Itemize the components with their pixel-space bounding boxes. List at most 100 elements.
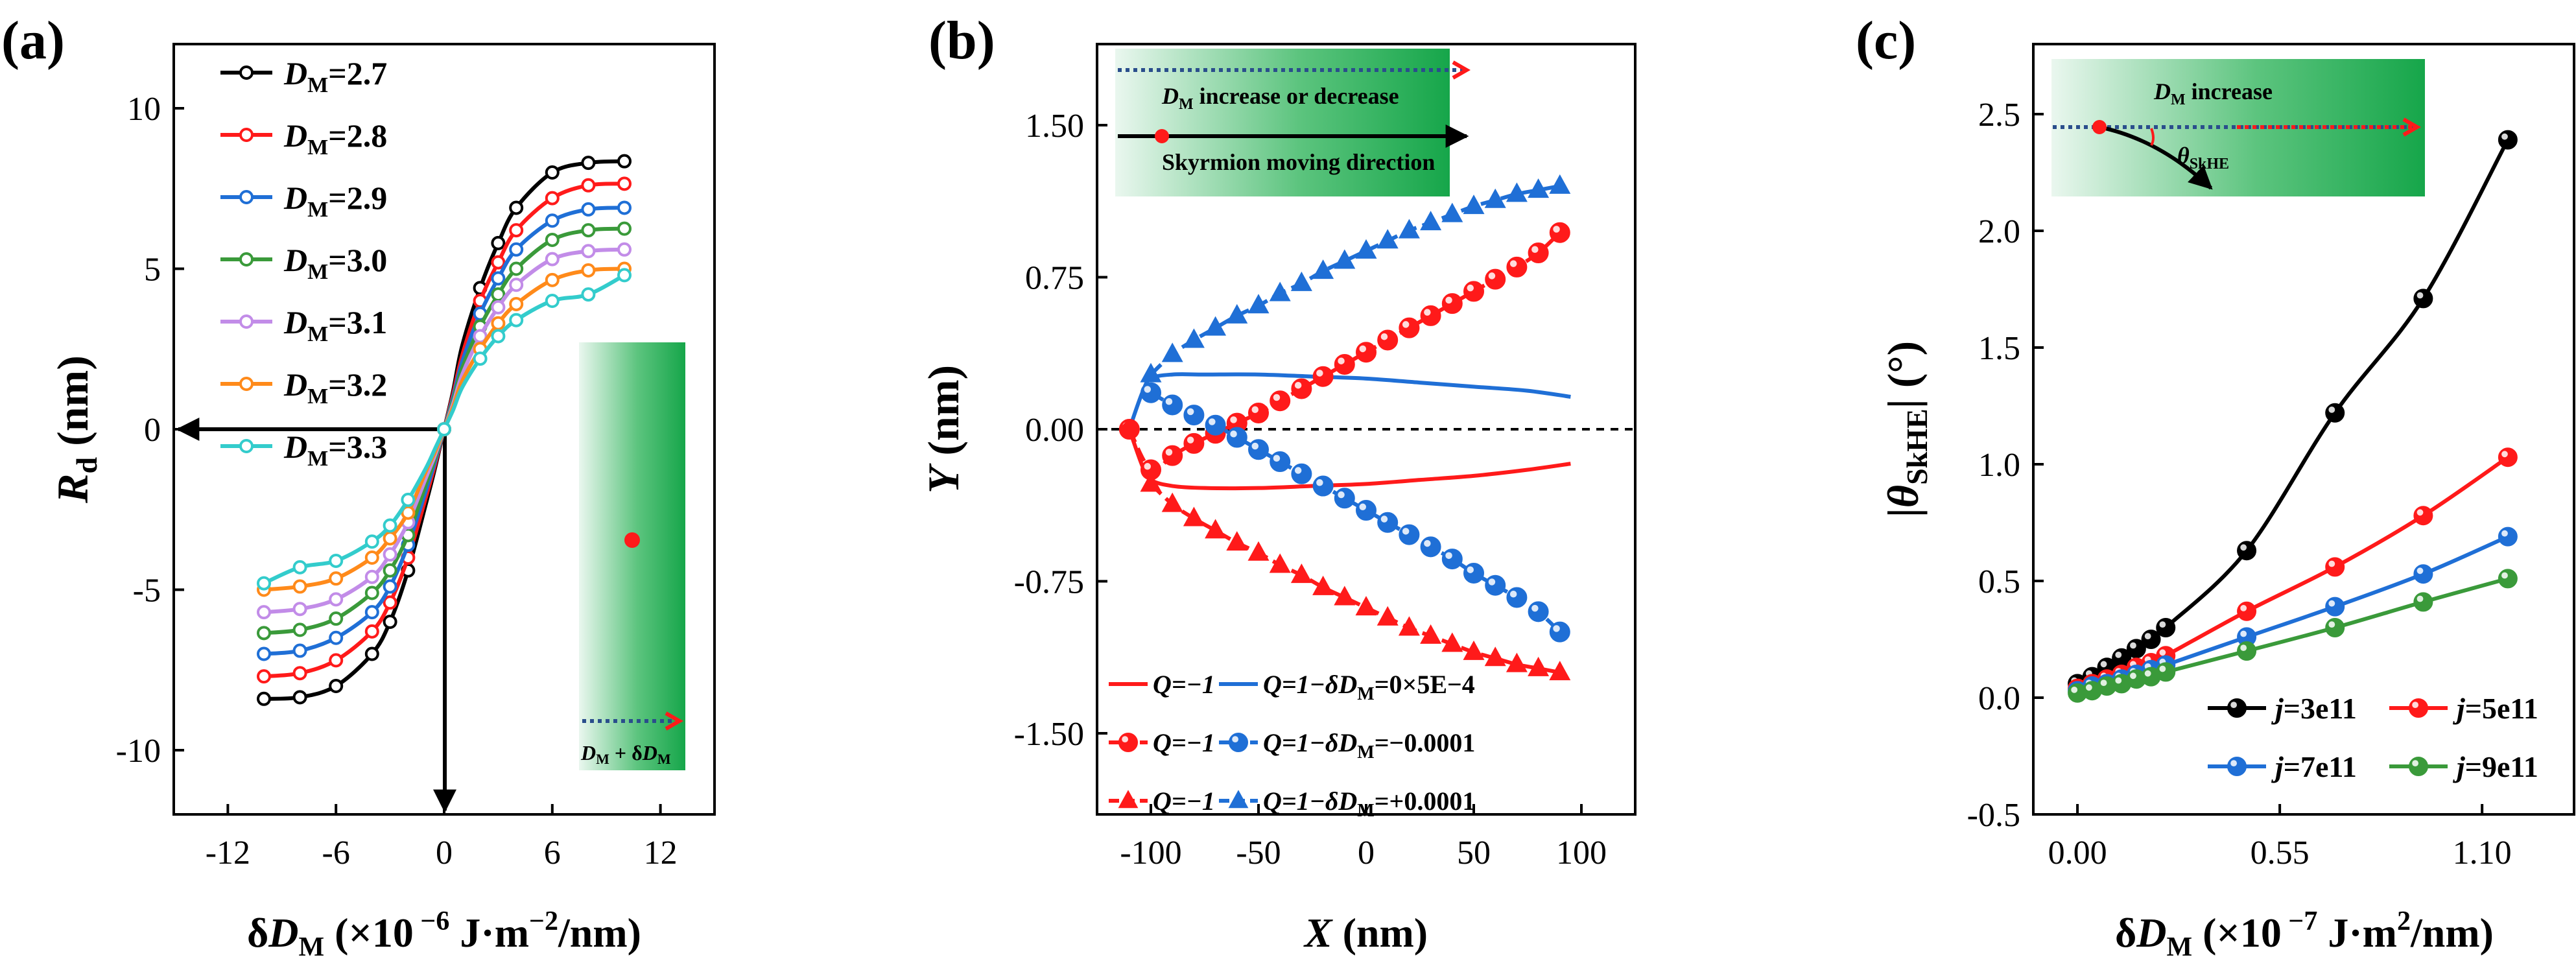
data-point bbox=[1420, 305, 1441, 326]
data-point bbox=[2141, 630, 2161, 649]
marker-body bbox=[1162, 394, 1183, 416]
legend-label: DM=3.0 bbox=[283, 242, 387, 284]
marker-highlight bbox=[1553, 226, 1560, 233]
marker-highlight bbox=[1165, 397, 1173, 405]
marker-highlight bbox=[2130, 642, 2136, 649]
data-point bbox=[292, 622, 307, 637]
marker-highlight bbox=[2328, 560, 2335, 567]
marker-highlight bbox=[2144, 633, 2151, 639]
x-tick-label: 6 bbox=[544, 834, 561, 871]
x-tick-label: -12 bbox=[206, 834, 250, 871]
data-point bbox=[1549, 661, 1571, 681]
data-point bbox=[1420, 536, 1441, 558]
data-point bbox=[1420, 624, 1442, 644]
y-axis-title-c: |θSkHE| (°) bbox=[1878, 341, 1933, 517]
x-tick-label: 100 bbox=[1556, 834, 1607, 871]
legend-label: j=3e11 bbox=[2271, 692, 2357, 725]
marker-highlight bbox=[2100, 680, 2107, 686]
data-point bbox=[545, 272, 560, 287]
data-point bbox=[581, 244, 596, 259]
legend-swatch-marker bbox=[239, 377, 254, 391]
marker-body bbox=[1356, 342, 1377, 363]
data-point bbox=[2237, 601, 2257, 621]
y-tick-label: 0.00 bbox=[1025, 412, 1084, 449]
data-point bbox=[1226, 531, 1248, 551]
marker-highlight bbox=[2501, 133, 2508, 140]
data-point bbox=[1528, 178, 1550, 198]
data-point bbox=[1485, 268, 1506, 290]
data-point bbox=[1399, 317, 1420, 338]
marker-highlight bbox=[1165, 449, 1173, 456]
marker-body bbox=[1549, 222, 1570, 243]
x-tick-label: -100 bbox=[1120, 834, 1181, 871]
data-point bbox=[329, 571, 344, 586]
x-tick-label: 0.00 bbox=[2048, 834, 2107, 871]
legend-swatch-marker bbox=[2227, 698, 2247, 718]
marker-body bbox=[1248, 402, 1269, 423]
marker-highlight bbox=[1232, 736, 1238, 742]
data-point bbox=[581, 223, 596, 238]
data-point bbox=[329, 592, 344, 607]
data-point bbox=[1506, 182, 1528, 202]
marker-body bbox=[1270, 451, 1291, 473]
data-point bbox=[1398, 219, 1420, 239]
legend-swatch-marker bbox=[1118, 790, 1139, 809]
marker-body bbox=[2325, 403, 2345, 423]
marker-body bbox=[1420, 536, 1441, 558]
legend-label: Q=1−δDM=0×5E−4 bbox=[1263, 670, 1475, 704]
tick-labels-c: 0.00 0.55 1.10 2.5 2.0 1.5 1.0 0.5 0.0 -0.5 bbox=[1967, 97, 2512, 871]
data-point bbox=[1334, 488, 1355, 509]
y-tick-label: 0 bbox=[144, 412, 161, 449]
marker-body bbox=[2409, 757, 2428, 776]
legend-label: Q=−1 bbox=[1153, 787, 1215, 816]
data-point bbox=[2325, 557, 2345, 577]
data-point bbox=[329, 630, 344, 645]
marker-highlight bbox=[2328, 600, 2335, 607]
marker-highlight bbox=[1316, 479, 1323, 486]
data-point bbox=[292, 690, 307, 705]
y-tick-label: -1.50 bbox=[1014, 716, 1084, 753]
x-tick-label: 1.10 bbox=[2453, 834, 2512, 871]
data-point bbox=[1205, 519, 1227, 539]
marker-body bbox=[2498, 569, 2518, 589]
data-point bbox=[509, 200, 524, 215]
marker-highlight bbox=[1488, 578, 1496, 586]
marker-body bbox=[2498, 526, 2518, 547]
data-point bbox=[329, 553, 344, 568]
skyrmion-dot-c bbox=[2092, 120, 2107, 134]
marker-body bbox=[1312, 366, 1334, 387]
legend-label: j=9e11 bbox=[2452, 750, 2538, 783]
data-point bbox=[1463, 281, 1484, 302]
marker-body bbox=[2227, 757, 2247, 776]
legend-swatch-marker bbox=[2409, 757, 2428, 776]
marker-highlight bbox=[2501, 451, 2508, 458]
series-line bbox=[2076, 139, 2510, 686]
data-point bbox=[617, 176, 632, 191]
data-point bbox=[491, 255, 506, 270]
data-point bbox=[1334, 353, 1355, 375]
marker-highlight bbox=[1424, 539, 1431, 547]
legend-label: DM=2.8 bbox=[283, 117, 387, 160]
marker-highlight bbox=[1294, 381, 1302, 389]
marker-highlight bbox=[2328, 621, 2335, 628]
inset-gradient-b bbox=[1115, 49, 1450, 196]
panel-c: (c) 0.00 0.55 1.10 2.5 2.0 1.5 1.0 0.5 0.0 -0.5 D… bbox=[1856, 10, 2575, 962]
data-point bbox=[401, 492, 416, 507]
marker-body bbox=[1506, 587, 1528, 608]
marker-body bbox=[1270, 390, 1291, 412]
marker-highlight bbox=[1445, 296, 1452, 304]
marker-body bbox=[2498, 447, 2518, 467]
data-point bbox=[1420, 211, 1442, 231]
data-point bbox=[1183, 405, 1205, 426]
data-point bbox=[581, 287, 596, 302]
data-point bbox=[1140, 472, 1162, 492]
legend-label: Q=1−δDM=+0.0001 bbox=[1263, 787, 1475, 821]
marker-body bbox=[2156, 662, 2176, 682]
marker-body bbox=[2227, 698, 2247, 718]
tick-labels-a: -12 -6 0 6 12 10 5 0 -5 -10 bbox=[116, 91, 678, 871]
axis-ticks-b bbox=[1097, 124, 1583, 814]
legend-label: j=7e11 bbox=[2271, 750, 2357, 783]
data-point bbox=[292, 579, 307, 594]
marker-highlight bbox=[1531, 246, 1539, 254]
data-point bbox=[1205, 414, 1226, 436]
